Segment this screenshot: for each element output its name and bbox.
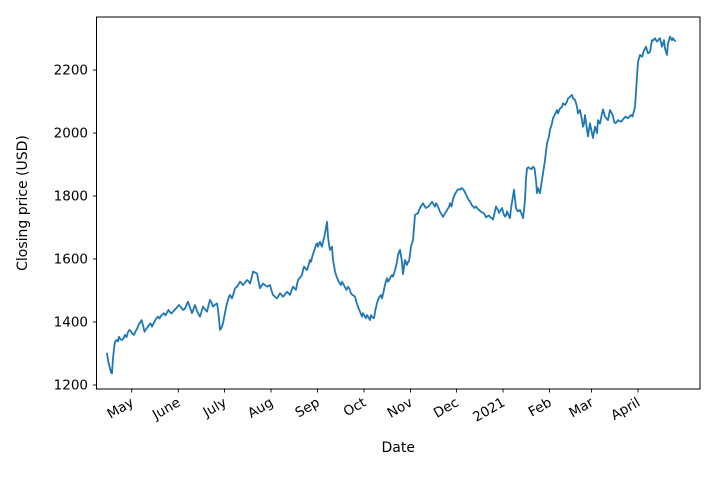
x-tick-label: Feb xyxy=(526,395,555,421)
y-axis-tick-labels: 1200 1400 1600 1800 2000 2200 xyxy=(54,63,88,394)
x-axis-label: Date xyxy=(382,440,415,456)
x-tick-label: Nov xyxy=(385,395,416,422)
x-tick-label: Aug xyxy=(245,395,276,422)
y-tick-label: 2000 xyxy=(54,126,88,142)
y-tick-label: 2200 xyxy=(54,63,88,79)
x-axis-tick-labels: May June July Aug Sep Oct Nov Dec 2021 Feb Mar Apri… xyxy=(105,394,643,425)
y-tick-label: 1400 xyxy=(54,315,88,331)
x-tick-label: May xyxy=(105,395,137,423)
x-tick-label: Dec xyxy=(431,395,462,422)
x-tick-label: Sep xyxy=(292,395,322,422)
closing-price-line xyxy=(106,35,676,375)
x-tick-label: Mar xyxy=(566,394,596,421)
y-axis-ticks xyxy=(93,69,97,386)
x-tick-label: June xyxy=(149,395,183,424)
y-tick-label: 1600 xyxy=(54,252,88,268)
axes-box xyxy=(96,16,701,390)
x-tick-label: April xyxy=(608,395,643,424)
plot-area: May June July Aug Sep Oct Nov Dec 2021 Feb Mar Apri… xyxy=(15,16,701,456)
y-tick-label: 1200 xyxy=(54,378,88,394)
x-tick-label: July xyxy=(200,395,230,422)
x-tick-label: 2021 xyxy=(470,395,508,426)
x-axis-ticks xyxy=(131,389,639,393)
y-axis-label: Closing price (USD) xyxy=(15,135,31,271)
y-tick-label: 1800 xyxy=(54,189,88,205)
x-tick-label: Oct xyxy=(341,395,369,421)
